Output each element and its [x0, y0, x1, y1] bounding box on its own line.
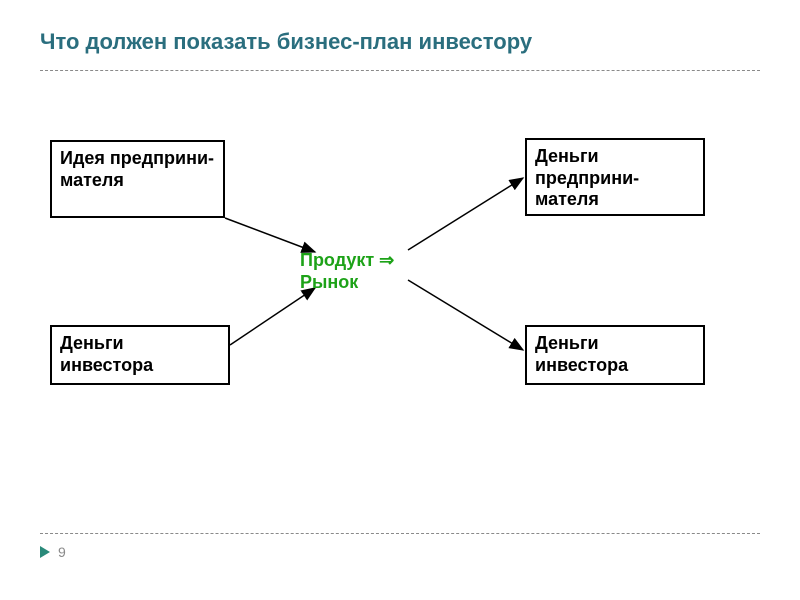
page-marker-icon: [40, 546, 50, 558]
footer: 9: [40, 533, 760, 560]
page-title: Что должен показать бизнес-план инвестор…: [40, 28, 760, 56]
edge-center-tr: [408, 178, 523, 250]
node-bot-left: Деньги инвестора: [50, 325, 230, 385]
divider-top: [40, 70, 760, 71]
node-bot-right: Деньги инвестора: [525, 325, 705, 385]
node-top-left: Идея предприни-мателя: [50, 140, 225, 218]
center-label-line1: Продукт ⇒: [300, 250, 394, 272]
node-top-right: Деньги предприни-мателя: [525, 138, 705, 216]
edge-center-br: [408, 280, 523, 350]
edge-bl-center: [230, 288, 315, 345]
edge-tl-center: [225, 218, 315, 252]
center-label: Продукт ⇒ Рынок: [300, 250, 394, 293]
page-number: 9: [58, 544, 66, 560]
divider-bottom: [40, 533, 760, 534]
center-label-line2: Рынок: [300, 272, 394, 294]
diagram-area: Идея предприни-мателя Деньги инвестора Д…: [0, 120, 800, 500]
